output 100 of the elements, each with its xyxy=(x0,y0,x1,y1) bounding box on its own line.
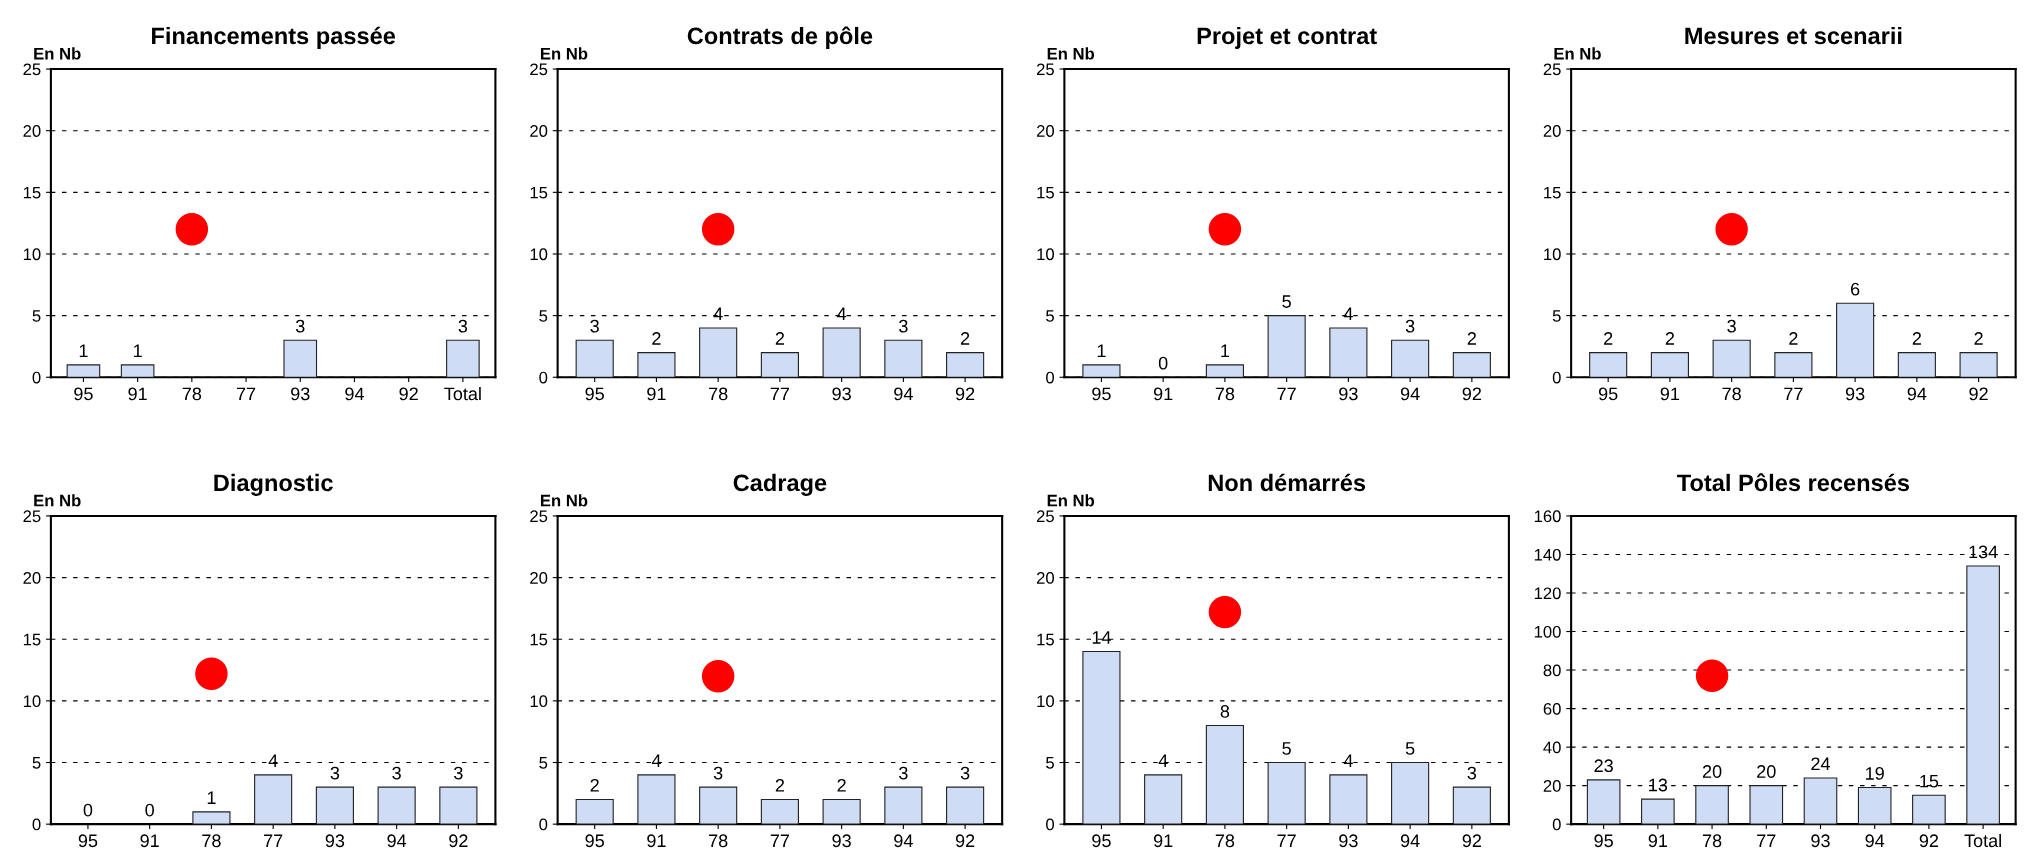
data-label: 3 xyxy=(899,766,908,780)
x-tick-label: 77 xyxy=(1277,387,1296,401)
data-label: 1 xyxy=(207,791,216,804)
bar xyxy=(1452,786,1491,825)
y-tick-label: 10 xyxy=(530,248,548,261)
data-label: 1 xyxy=(133,344,142,358)
x-tick-label: 78 xyxy=(202,834,221,848)
x-tick-label: 95 xyxy=(1594,834,1613,848)
y-axis-title: En Nb xyxy=(540,47,588,60)
x-tick-label: 77 xyxy=(1784,387,1803,401)
x-tick-label: 92 xyxy=(1462,834,1481,848)
bar xyxy=(1391,339,1430,378)
x-tick-label: 94 xyxy=(894,387,913,401)
y-tick-label: 5 xyxy=(1046,310,1054,322)
x-tick-label: 77 xyxy=(770,387,790,401)
data-label: 1 xyxy=(79,344,88,358)
data-label: 23 xyxy=(1594,759,1613,773)
y-tick-label: 0 xyxy=(32,818,41,831)
chart-title: Financements passée xyxy=(152,26,396,49)
bar xyxy=(1082,651,1121,825)
x-tick-label: 92 xyxy=(1919,834,1939,848)
data-label: 0 xyxy=(145,803,154,817)
data-label: 134 xyxy=(1969,545,1998,559)
data-label: 3 xyxy=(392,766,401,780)
x-tick-label: 77 xyxy=(1757,834,1776,847)
data-label: 2 xyxy=(1467,332,1476,345)
data-label: 5 xyxy=(1405,742,1415,755)
data-label: 15 xyxy=(1920,774,1939,788)
x-tick-label: 95 xyxy=(78,834,98,848)
data-label: 2 xyxy=(961,332,970,345)
x-tick-label: 92 xyxy=(955,387,975,401)
bar xyxy=(1695,785,1729,825)
x-tick-label: 91 xyxy=(647,387,666,401)
x-tick-label: 77 xyxy=(264,834,283,847)
bar xyxy=(1589,352,1628,378)
y-tick-label: 10 xyxy=(530,695,548,708)
y-tick-label: 15 xyxy=(1037,186,1054,199)
data-label: 2 xyxy=(652,332,661,345)
x-tick-label: 78 xyxy=(1215,387,1235,401)
x-tick-label: 94 xyxy=(1865,834,1885,848)
data-label: 13 xyxy=(1649,778,1668,792)
x-tick-label: 78 xyxy=(1722,387,1741,401)
data-label: 3 xyxy=(458,319,468,333)
bar xyxy=(1641,798,1675,825)
chart-title: Diagnostic xyxy=(214,473,333,496)
bar xyxy=(1205,724,1244,825)
y-tick-label: 5 xyxy=(539,757,548,769)
x-tick-label: 94 xyxy=(345,387,364,401)
bar xyxy=(192,811,231,825)
x-tick-label: 95 xyxy=(585,834,604,848)
y-tick-label: 80 xyxy=(1543,664,1561,677)
y-axis-title: En Nb xyxy=(34,494,81,507)
y-axis-title: En Nb xyxy=(540,494,588,507)
chart-title: Total Pôles recensés xyxy=(1677,473,1910,492)
y-tick-label: 160 xyxy=(1534,510,1561,523)
x-tick-label: 93 xyxy=(1339,387,1358,401)
y-tick-label: 0 xyxy=(1046,818,1055,831)
y-tick-label: 0 xyxy=(1552,818,1561,831)
data-label: 4 xyxy=(268,754,278,767)
x-tick-label: 95 xyxy=(1598,387,1618,401)
chart-title: Projet et contrat xyxy=(1197,26,1377,49)
data-label: 3 xyxy=(454,766,463,780)
y-tick-label: 0 xyxy=(539,818,548,831)
y-tick-label: 25 xyxy=(1543,63,1561,76)
bar xyxy=(1452,352,1491,378)
y-tick-label: 10 xyxy=(1037,248,1055,261)
y-tick-label: 0 xyxy=(1552,371,1561,384)
y-tick-label: 5 xyxy=(1046,757,1054,769)
bar xyxy=(1774,352,1813,378)
data-label: 4 xyxy=(713,307,723,321)
data-label: 2 xyxy=(1974,332,1983,345)
x-tick-label: 94 xyxy=(1400,834,1420,848)
bar xyxy=(1959,352,1998,378)
y-tick-label: 15 xyxy=(23,186,41,199)
x-tick-label: 93 xyxy=(325,834,345,848)
x-tick-label: 78 xyxy=(182,387,202,401)
x-tick-label: 91 xyxy=(1660,387,1680,401)
y-tick-label: 25 xyxy=(1036,510,1054,523)
y-tick-label: 15 xyxy=(1544,186,1561,199)
x-tick-label: 92 xyxy=(399,387,418,401)
data-label: 3 xyxy=(330,766,340,780)
y-tick-label: 60 xyxy=(1543,702,1561,715)
bar xyxy=(1897,352,1936,378)
chart-title: Non démarrés xyxy=(1208,473,1366,492)
bar xyxy=(1966,565,2000,825)
data-label: 0 xyxy=(1158,356,1168,370)
bar xyxy=(1391,761,1430,825)
data-label: 4 xyxy=(651,754,661,767)
x-tick-label: 77 xyxy=(770,834,790,847)
x-tick-label: Total xyxy=(444,386,481,401)
y-tick-label: 20 xyxy=(1543,780,1561,792)
bar xyxy=(439,786,478,825)
x-tick-label: 95 xyxy=(585,387,604,401)
bar xyxy=(315,786,354,825)
data-label: 2 xyxy=(1604,332,1613,345)
bar xyxy=(1857,787,1892,825)
data-label: 6 xyxy=(1851,282,1860,296)
y-tick-label: 0 xyxy=(32,371,41,384)
data-label: 2 xyxy=(1665,332,1675,345)
y-tick-label: 20 xyxy=(23,571,41,584)
